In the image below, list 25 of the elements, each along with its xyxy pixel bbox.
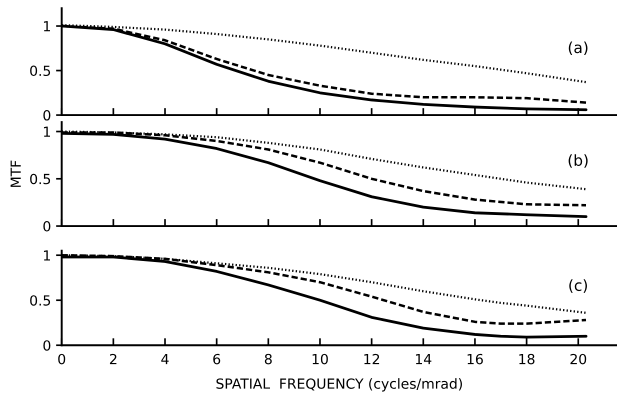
x-tick-label: 6 [213,354,220,364]
x-tick-label: 14 [416,354,432,364]
x-tick-label: 12 [364,354,380,364]
x-tick-label: 16 [468,354,483,364]
x-axis-title: SPATIAL FREQUENCY (cycles/mrad) [216,378,462,392]
y-tick-label: 0 [43,110,50,121]
x-tick-label: 20 [570,354,586,364]
x-tick-label: 2 [110,354,116,364]
y-tick-label: 0.5 [30,174,50,184]
y-tick-label: 0.5 [30,66,50,76]
x-tick-label: 0 [58,354,66,364]
x-tick-label: 8 [264,354,272,364]
y-tick-label: 0.5 [30,295,50,306]
y-tick-label: 1 [44,250,50,260]
annotation: (b) [568,154,588,168]
x-tick-label: 18 [519,354,534,364]
y-axis-title: MTF [10,160,21,187]
annotation: (a) [568,41,588,56]
y-tick-label: 0 [43,340,50,351]
y-tick-label: 1 [44,21,50,32]
x-tick-label: 4 [161,354,169,364]
x-tick-label: 10 [312,354,328,364]
y-tick-label: 0 [43,221,50,232]
annotation: (c) [569,279,587,293]
y-tick-label: 1 [44,126,50,137]
